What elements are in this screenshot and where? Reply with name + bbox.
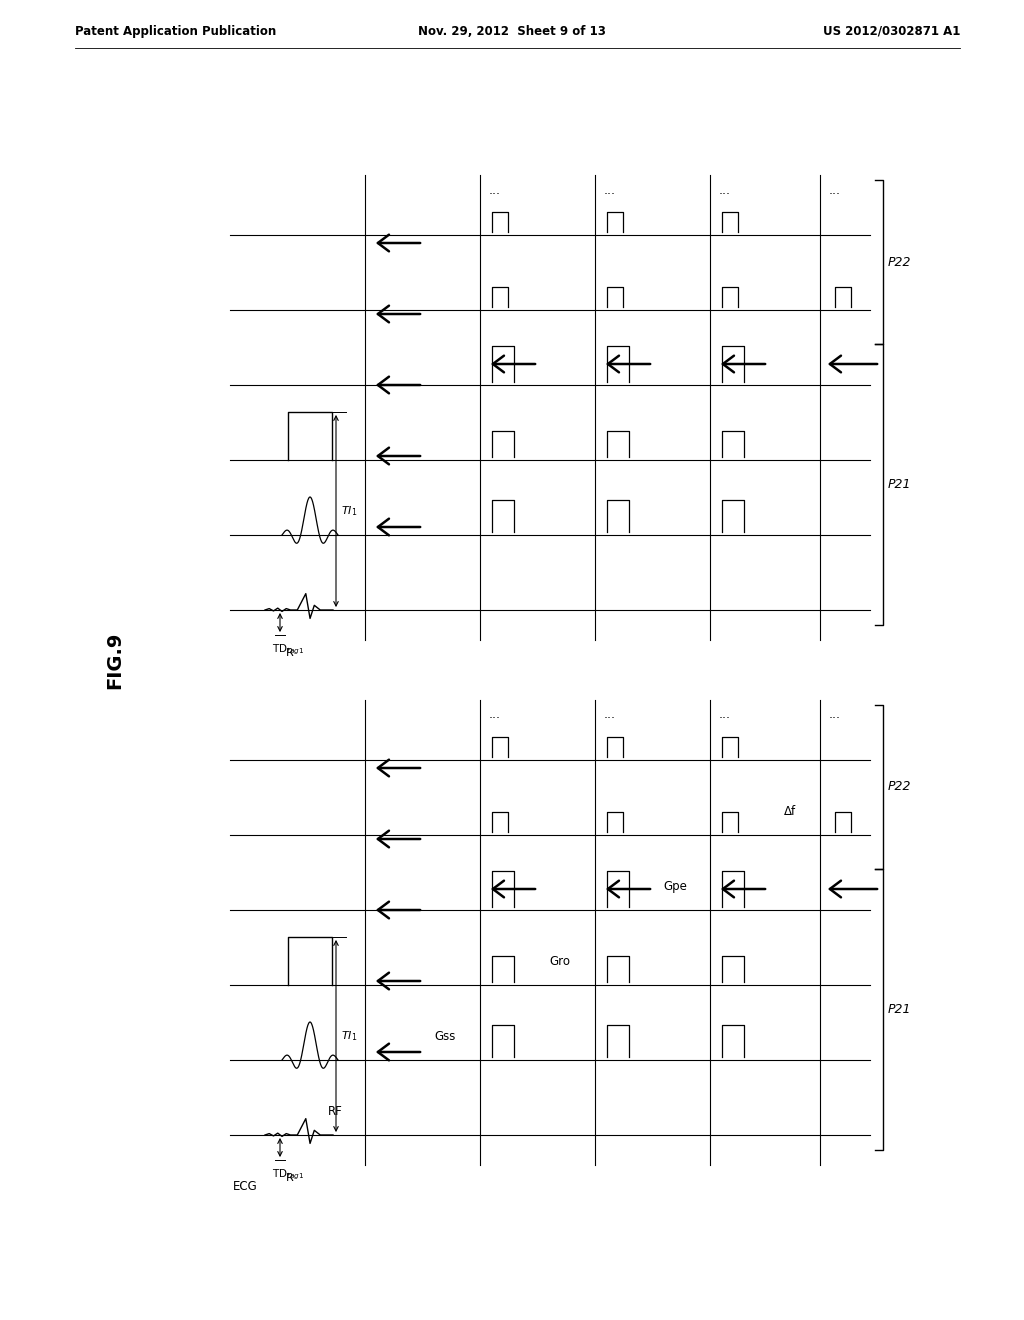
Text: Patent Application Publication: Patent Application Publication (75, 25, 276, 38)
Text: RF: RF (328, 1105, 342, 1118)
Text: R: R (286, 648, 294, 657)
Text: P22: P22 (888, 780, 911, 793)
Text: ...: ... (829, 183, 841, 197)
Text: ...: ... (604, 709, 616, 722)
Text: TI$_1$: TI$_1$ (341, 1030, 357, 1043)
Text: TI$_1$: TI$_1$ (341, 504, 357, 517)
Text: TD$_{tag1}$: TD$_{tag1}$ (272, 1168, 304, 1183)
Text: ...: ... (719, 709, 731, 722)
Text: P21: P21 (888, 1003, 911, 1016)
Text: FIG.9: FIG.9 (105, 631, 125, 689)
Text: Gro: Gro (550, 954, 570, 968)
Text: R: R (286, 1173, 294, 1183)
Text: Δf: Δf (784, 805, 796, 818)
Text: P21: P21 (888, 478, 911, 491)
Text: TD$_{tag1}$: TD$_{tag1}$ (272, 643, 304, 657)
Text: ...: ... (829, 709, 841, 722)
Text: Gss: Gss (434, 1030, 456, 1043)
Text: ECG: ECG (232, 1180, 257, 1193)
Text: US 2012/0302871 A1: US 2012/0302871 A1 (822, 25, 961, 38)
Text: ...: ... (719, 183, 731, 197)
Text: ...: ... (604, 183, 616, 197)
Text: P22: P22 (888, 256, 911, 268)
Text: Nov. 29, 2012  Sheet 9 of 13: Nov. 29, 2012 Sheet 9 of 13 (418, 25, 606, 38)
Text: ...: ... (489, 183, 501, 197)
Text: ...: ... (489, 709, 501, 722)
Text: Gpe: Gpe (664, 880, 687, 894)
